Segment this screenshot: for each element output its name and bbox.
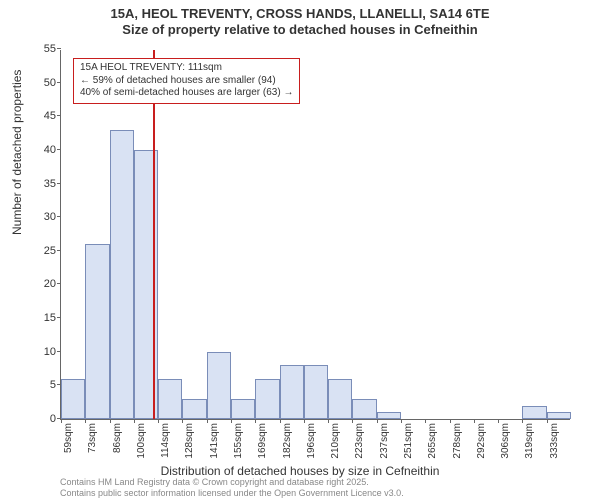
- x-tick-mark: [522, 419, 523, 423]
- y-tick-label: 25: [26, 245, 56, 257]
- x-tick-label: 169sqm: [257, 423, 268, 459]
- x-tick-label: 223sqm: [354, 423, 365, 459]
- histogram-bar: [255, 379, 279, 419]
- histogram-bar: [352, 399, 376, 419]
- y-tick-mark: [57, 183, 61, 184]
- histogram-bar: [522, 406, 546, 419]
- x-tick-label: 59sqm: [63, 423, 74, 453]
- title-line-1: 15A, HEOL TREVENTY, CROSS HANDS, LLANELL…: [0, 6, 600, 22]
- y-tick-label: 10: [26, 346, 56, 358]
- histogram-bar: [328, 379, 352, 419]
- footnote-line-2: Contains public sector information licen…: [60, 488, 404, 498]
- x-tick-label: 114sqm: [160, 423, 171, 458]
- x-tick-mark: [450, 419, 451, 423]
- chart-title-block: 15A, HEOL TREVENTY, CROSS HANDS, LLANELL…: [0, 0, 600, 39]
- annotation-box: 15A HEOL TREVENTY: 111sqm ← 59% of detac…: [73, 58, 300, 104]
- x-tick-label: 278sqm: [452, 423, 463, 459]
- y-tick-mark: [57, 351, 61, 352]
- y-tick-label: 0: [26, 413, 56, 425]
- x-tick-label: 196sqm: [306, 423, 317, 459]
- x-tick-mark: [328, 419, 329, 423]
- plot-area: 0510152025303540455055 59sqm73sqm86sqm10…: [60, 50, 570, 420]
- y-tick-label: 45: [26, 110, 56, 122]
- x-tick-mark: [61, 419, 62, 423]
- x-tick-label: 292sqm: [476, 423, 487, 459]
- x-tick-mark: [255, 419, 256, 423]
- x-tick-mark: [547, 419, 548, 423]
- bars-layer: [61, 50, 570, 419]
- y-tick-label: 30: [26, 211, 56, 223]
- histogram-bar: [85, 244, 109, 419]
- chart-container: 15A, HEOL TREVENTY, CROSS HANDS, LLANELL…: [0, 0, 600, 500]
- annotation-title: 15A HEOL TREVENTY: 111sqm: [80, 62, 293, 75]
- x-tick-label: 155sqm: [233, 423, 244, 459]
- y-tick-label: 35: [26, 178, 56, 190]
- x-tick-mark: [134, 419, 135, 423]
- x-tick-mark: [401, 419, 402, 423]
- x-tick-label: 265sqm: [427, 423, 438, 459]
- histogram-bar: [231, 399, 255, 419]
- x-tick-mark: [352, 419, 353, 423]
- x-tick-mark: [182, 419, 183, 423]
- x-tick-mark: [304, 419, 305, 423]
- x-tick-mark: [231, 419, 232, 423]
- y-tick-mark: [57, 82, 61, 83]
- x-tick-mark: [425, 419, 426, 423]
- marker-line: [153, 50, 155, 419]
- x-tick-label: 306sqm: [500, 423, 511, 459]
- histogram-bar: [61, 379, 85, 419]
- footnote-line-1: Contains HM Land Registry data © Crown c…: [60, 477, 404, 487]
- y-axis-label: Number of detached properties: [10, 70, 24, 235]
- title-line-2: Size of property relative to detached ho…: [0, 22, 600, 38]
- x-tick-mark: [85, 419, 86, 423]
- histogram-bar: [110, 130, 134, 419]
- x-tick-label: 182sqm: [282, 423, 293, 459]
- x-tick-label: 237sqm: [379, 423, 390, 459]
- y-tick-mark: [57, 317, 61, 318]
- y-tick-label: 55: [26, 43, 56, 55]
- histogram-bar: [280, 365, 304, 419]
- x-tick-mark: [207, 419, 208, 423]
- x-tick-mark: [110, 419, 111, 423]
- x-tick-mark: [280, 419, 281, 423]
- x-axis-label: Distribution of detached houses by size …: [0, 464, 600, 478]
- y-tick-label: 15: [26, 312, 56, 324]
- x-tick-label: 100sqm: [136, 423, 147, 459]
- x-tick-label: 333sqm: [549, 423, 560, 459]
- y-tick-label: 5: [26, 379, 56, 391]
- x-tick-mark: [498, 419, 499, 423]
- x-tick-label: 73sqm: [87, 423, 98, 453]
- y-tick-label: 40: [26, 144, 56, 156]
- x-tick-mark: [158, 419, 159, 423]
- y-tick-mark: [57, 216, 61, 217]
- footnote: Contains HM Land Registry data © Crown c…: [60, 477, 404, 498]
- histogram-bar: [377, 412, 401, 419]
- x-tick-mark: [474, 419, 475, 423]
- x-tick-label: 128sqm: [184, 423, 195, 459]
- x-tick-mark: [377, 419, 378, 423]
- y-tick-mark: [57, 283, 61, 284]
- y-tick-mark: [57, 48, 61, 49]
- histogram-bar: [304, 365, 328, 419]
- x-tick-label: 319sqm: [524, 423, 535, 459]
- y-tick-mark: [57, 250, 61, 251]
- histogram-bar: [547, 412, 571, 419]
- annotation-line-2: 40% of semi-detached houses are larger (…: [80, 87, 293, 100]
- histogram-bar: [182, 399, 206, 419]
- x-tick-label: 251sqm: [403, 423, 414, 459]
- x-tick-label: 86sqm: [112, 423, 123, 453]
- annotation-line-1: ← 59% of detached houses are smaller (94…: [80, 75, 293, 88]
- y-tick-label: 50: [26, 77, 56, 89]
- y-tick-mark: [57, 384, 61, 385]
- x-tick-label: 210sqm: [330, 423, 341, 459]
- y-tick-mark: [57, 115, 61, 116]
- y-tick-label: 20: [26, 278, 56, 290]
- histogram-bar: [207, 352, 231, 419]
- x-tick-label: 141sqm: [209, 423, 220, 459]
- histogram-bar: [158, 379, 182, 419]
- y-tick-mark: [57, 149, 61, 150]
